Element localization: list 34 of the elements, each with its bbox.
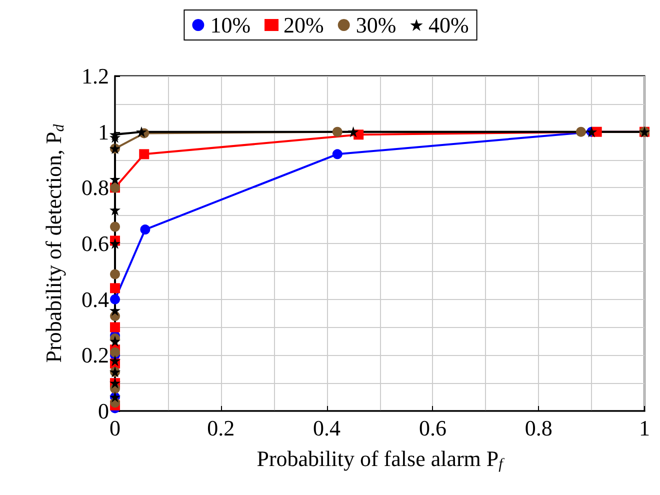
point (576, 126, 586, 137)
y-tick-label: 0.4 (82, 286, 109, 312)
point (110, 222, 120, 232)
y-tick-label: 0.6 (82, 231, 109, 256)
x-tick-label: 0.2 (207, 416, 235, 440)
x-tick-label: 0.8 (524, 416, 552, 440)
point (110, 336, 120, 347)
y-tick-label: 0.2 (82, 342, 109, 368)
y-tick-label: 1 (98, 119, 109, 144)
point (332, 149, 342, 160)
x-tick-label: 1 (639, 416, 650, 440)
point (110, 283, 120, 294)
point (110, 294, 120, 304)
point (136, 126, 147, 138)
point (110, 238, 120, 249)
point (110, 355, 120, 366)
point (110, 269, 120, 280)
y-tick-label: 1.2 (82, 64, 109, 88)
y-tick-label: 0.8 (82, 175, 109, 200)
point (140, 224, 150, 235)
legend-label: 10% (210, 12, 251, 38)
y-axis-title: Probability of detection, Pd (41, 124, 68, 363)
legend-label: 30% (356, 12, 396, 38)
point (139, 149, 150, 160)
legend-label: 20% (284, 12, 324, 38)
point (110, 322, 120, 332)
point (348, 126, 359, 138)
point (332, 126, 342, 137)
point (110, 129, 120, 140)
x-tick-label: 0.6 (418, 416, 446, 440)
legend-label: 40% (428, 12, 469, 38)
y-tick-label: 0 (98, 398, 109, 424)
point (110, 347, 120, 358)
x-tick-label: 0.4 (313, 416, 341, 440)
